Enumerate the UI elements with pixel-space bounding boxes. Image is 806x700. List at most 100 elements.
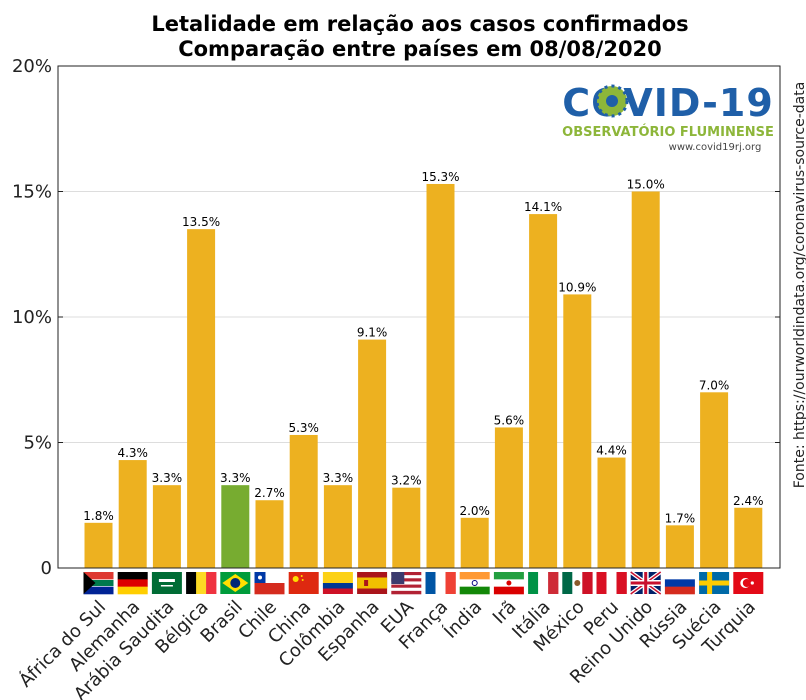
flag-part — [616, 572, 627, 594]
italy-flag-icon — [528, 572, 559, 594]
bar — [392, 487, 421, 568]
south-africa-flag-icon — [83, 572, 114, 595]
bar — [665, 525, 694, 568]
germany-flag-icon — [117, 572, 148, 595]
flag-part — [186, 572, 197, 594]
flag-part — [459, 586, 490, 595]
data-label: 7.0% — [699, 378, 730, 392]
bar — [563, 294, 592, 568]
flag-part — [596, 572, 607, 594]
bars — [84, 183, 763, 568]
flag-part — [196, 572, 207, 594]
flag-part — [357, 577, 388, 589]
flag-part — [699, 580, 730, 586]
data-label: 15.0% — [627, 178, 665, 192]
bar — [460, 517, 489, 568]
brazil-flag-icon — [220, 572, 251, 594]
flag-part — [83, 572, 96, 594]
data-label: 4.4% — [596, 444, 627, 458]
flag-part — [664, 579, 695, 587]
peru-flag-icon — [596, 572, 627, 594]
bar — [323, 485, 352, 568]
logo-title: COVID-19 — [562, 81, 774, 125]
bar — [631, 191, 660, 568]
sweden-flag-icon — [699, 572, 730, 594]
flag-part — [254, 572, 285, 584]
flag-part — [664, 586, 695, 595]
flag-part — [391, 590, 422, 595]
mexico-flag-icon — [562, 572, 593, 594]
data-label: 3.3% — [323, 471, 354, 485]
flag-part — [664, 572, 695, 580]
flag-part — [391, 578, 422, 582]
bar — [426, 183, 455, 568]
flag-part — [582, 572, 593, 594]
virus-icon — [595, 84, 629, 118]
bar — [187, 229, 216, 568]
flag-part — [391, 575, 422, 579]
flag-part — [750, 581, 754, 585]
bar — [597, 457, 626, 568]
usa-flag-icon — [391, 572, 422, 595]
flag-part — [151, 572, 182, 594]
flag-part — [300, 575, 303, 577]
flag-part — [292, 576, 299, 582]
bar — [494, 427, 523, 568]
flag-part — [364, 580, 369, 586]
flag-part — [425, 572, 436, 594]
y-tick-label: 15% — [12, 182, 52, 203]
flag-part — [322, 572, 353, 583]
chart-subtitle: Comparação entre países em 08/08/2020 — [178, 37, 662, 61]
bar — [529, 214, 558, 568]
flag-part — [288, 572, 319, 594]
flag-part — [606, 572, 617, 594]
data-label: 2.4% — [733, 494, 764, 508]
flag-part — [471, 580, 478, 586]
bar — [118, 460, 147, 568]
data-label: 10.9% — [558, 280, 596, 294]
france-flag-icon — [425, 572, 456, 594]
data-labels: 1.8%4.3%3.3%13.5%3.3%2.7%5.3%3.3%9.1%3.2… — [83, 170, 763, 525]
data-label: 1.7% — [665, 511, 696, 525]
covid19-logo: COVID-19 OBSERVATÓRIO FLUMINENSE www.cov… — [562, 81, 774, 153]
flag-part — [158, 579, 175, 582]
bar — [734, 507, 763, 568]
chart-title: Letalidade em relação aos casos confirma… — [151, 12, 688, 36]
data-label: 2.7% — [254, 486, 285, 500]
data-label: 5.6% — [494, 413, 525, 427]
data-label: 13.5% — [182, 215, 220, 229]
spain-flag-icon — [357, 572, 388, 594]
logo-url: www.covid19rj.org — [669, 142, 762, 153]
flag-part — [391, 572, 422, 576]
bar — [289, 434, 318, 568]
flag-part — [742, 579, 751, 587]
flag-part — [574, 580, 581, 586]
russia-flag-icon — [664, 572, 695, 595]
flag-part — [301, 579, 304, 581]
data-label: 14.1% — [524, 200, 562, 214]
bar — [221, 485, 250, 568]
flag-part — [435, 572, 446, 594]
saudi-arabia-flag-icon — [151, 572, 182, 594]
chile-flag-icon — [254, 572, 285, 595]
bar — [255, 500, 284, 568]
y-tick-label: 5% — [23, 433, 52, 454]
bar — [700, 392, 729, 568]
flag-part — [254, 583, 285, 595]
flag-part — [391, 587, 422, 592]
flag-part — [117, 572, 148, 580]
flag-part — [391, 572, 405, 584]
flag-part — [630, 581, 661, 585]
flag-part — [528, 572, 539, 594]
data-label: 5.3% — [288, 421, 319, 435]
flag-part — [117, 579, 148, 587]
y-tick-label: 10% — [12, 307, 52, 328]
flag-part — [322, 588, 353, 594]
flag-part — [493, 586, 524, 595]
iran-flag-icon — [493, 572, 524, 595]
data-label: 9.1% — [357, 326, 388, 340]
turkey-flag-icon — [733, 572, 764, 594]
flag-part — [506, 580, 512, 586]
bar — [84, 522, 113, 568]
